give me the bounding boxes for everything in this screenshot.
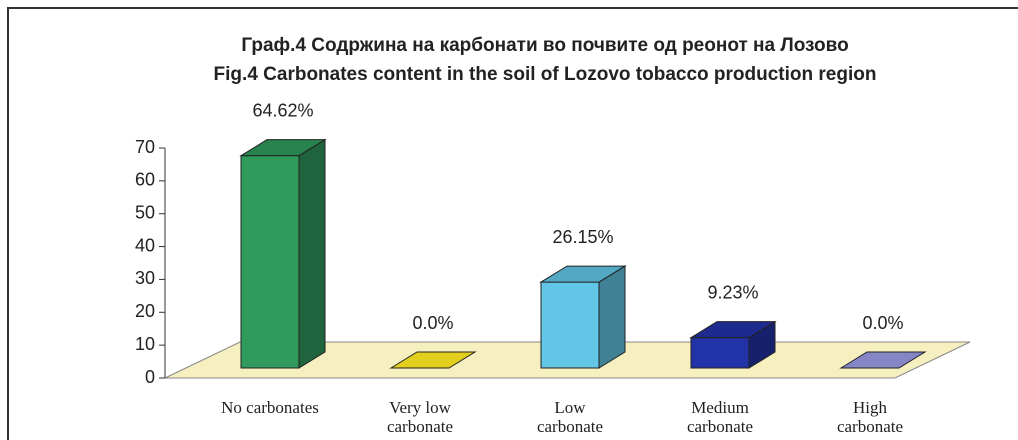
data-label: 26.15% bbox=[552, 227, 613, 247]
y-tick-label: 0 bbox=[145, 367, 155, 387]
x-tick-label: High carbonate bbox=[836, 398, 904, 436]
bar-top bbox=[239, 139, 327, 157]
y-tick-label: 60 bbox=[135, 170, 155, 190]
x-tick-label: Very low carbonate bbox=[386, 398, 454, 436]
data-label: 0.0% bbox=[412, 313, 453, 333]
bar-front bbox=[240, 155, 300, 369]
bar-top bbox=[839, 351, 927, 369]
bar-top bbox=[389, 351, 477, 369]
bar-side bbox=[298, 138, 326, 369]
y-tick-label: 70 bbox=[135, 137, 155, 157]
x-tick-label: Low carbonate bbox=[536, 398, 604, 436]
x-tick-label: Medium carbonate bbox=[686, 398, 754, 436]
chart-subtitle: Fig.4 Carbonates content in the soil of … bbox=[214, 64, 877, 85]
bar-top bbox=[689, 321, 777, 339]
bar-side bbox=[598, 265, 626, 369]
y-tick-label: 20 bbox=[135, 301, 155, 321]
y-tick-label: 40 bbox=[135, 235, 155, 255]
y-tick-label: 30 bbox=[135, 268, 155, 288]
data-label: 9.23% bbox=[707, 282, 758, 302]
data-label: 0.0% bbox=[862, 313, 903, 333]
y-tick-label: 10 bbox=[135, 334, 155, 354]
chart-title: Граф.4 Содржина на карбонати во почвите … bbox=[241, 35, 848, 56]
data-label: 64.62% bbox=[252, 100, 313, 120]
bar-top bbox=[539, 265, 627, 283]
x-tick-label: No carbonates bbox=[221, 398, 319, 417]
y-tick-label: 50 bbox=[135, 202, 155, 222]
bar-front bbox=[540, 281, 600, 369]
bar-front bbox=[690, 337, 750, 369]
